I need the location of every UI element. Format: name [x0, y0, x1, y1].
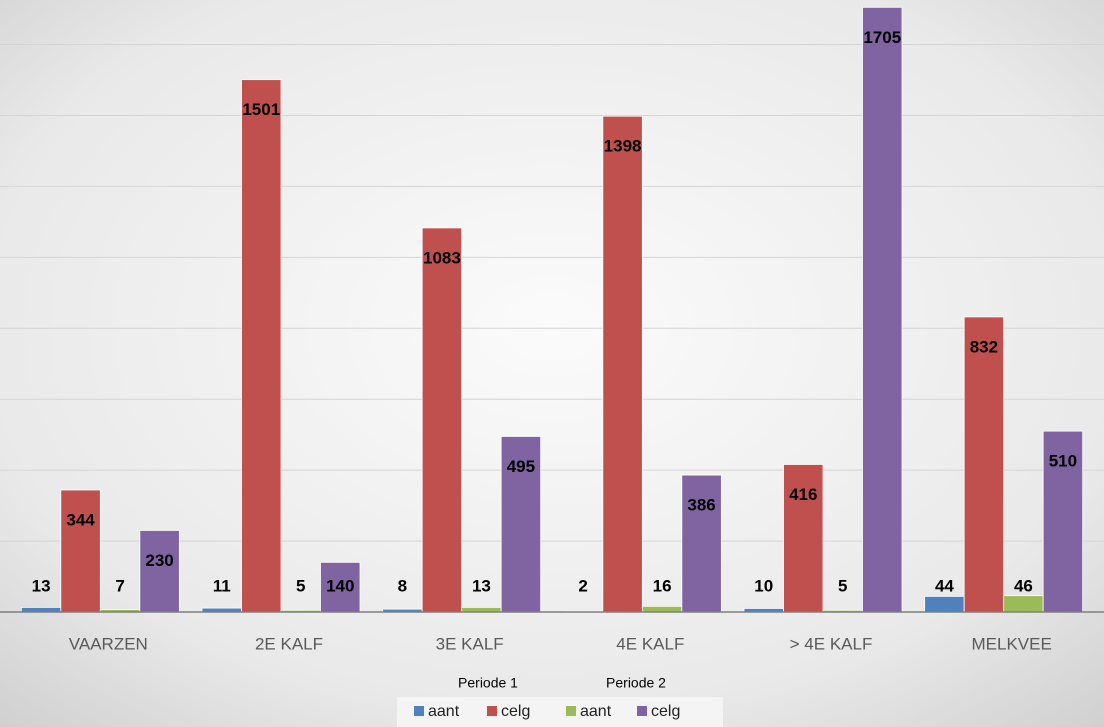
- value-label: 13: [32, 576, 51, 595]
- value-label: 8: [398, 576, 407, 595]
- legend-label: celg: [501, 703, 530, 720]
- bar: [241, 79, 282, 613]
- legend-group-label: Periode 1: [458, 675, 518, 691]
- value-label: 16: [653, 576, 672, 595]
- legend-box: [397, 697, 723, 727]
- legend-swatch: [566, 706, 576, 716]
- value-label: 5: [838, 576, 847, 595]
- value-label: 832: [970, 337, 998, 356]
- bar: [421, 227, 463, 613]
- value-label: 1083: [423, 248, 461, 267]
- value-label: 344: [66, 510, 95, 529]
- value-label: 44: [935, 576, 954, 595]
- x-tick-label: MELKVEE: [972, 634, 1052, 653]
- value-label: 11: [213, 576, 231, 595]
- legend-swatch: [637, 706, 647, 716]
- legend-swatch: [487, 706, 497, 716]
- value-label: 230: [145, 551, 173, 570]
- bar: [1003, 595, 1044, 613]
- bar: [924, 595, 965, 613]
- legend-group-label: Periode 2: [606, 675, 666, 691]
- legend-label: celg: [651, 703, 680, 720]
- legend-label: aant: [428, 703, 460, 720]
- bar: [1042, 430, 1084, 613]
- bar: [641, 605, 683, 613]
- value-label: 10: [754, 576, 773, 595]
- value-label: 1705: [863, 28, 901, 47]
- value-label: 386: [687, 496, 715, 515]
- x-tick-label: VAARZEN: [69, 634, 148, 653]
- value-label: 510: [1049, 452, 1077, 471]
- bar: [602, 115, 643, 613]
- bar: [139, 530, 180, 613]
- value-label: 1398: [604, 137, 642, 156]
- legend-swatch: [414, 706, 424, 716]
- value-label: 5: [296, 576, 305, 595]
- value-label: 416: [789, 485, 817, 504]
- x-tick-label: 2E KALF: [255, 634, 323, 653]
- value-label: 46: [1014, 576, 1033, 595]
- bar: [862, 6, 903, 613]
- value-label: 13: [472, 576, 491, 595]
- x-tick-label: 4E KALF: [616, 634, 684, 653]
- value-label: 1501: [242, 100, 280, 119]
- value-label: 7: [115, 576, 124, 595]
- legend-label: aant: [580, 703, 612, 720]
- x-tick-label: > 4E KALF: [790, 634, 873, 653]
- bar: [783, 464, 824, 613]
- bar: [963, 316, 1005, 613]
- value-label: 495: [507, 457, 535, 476]
- value-label: 140: [326, 576, 354, 595]
- bar: [60, 489, 101, 613]
- x-tick-label: 3E KALF: [436, 634, 504, 653]
- value-label: 2: [578, 576, 587, 595]
